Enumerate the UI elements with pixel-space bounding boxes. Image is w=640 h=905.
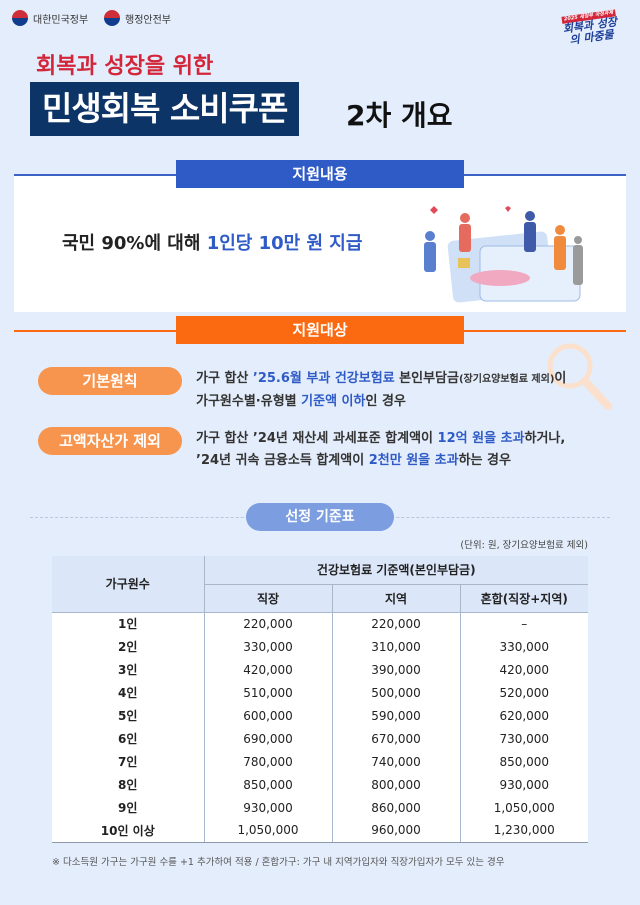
- basic-principle-badge: 기본원칙: [38, 367, 182, 395]
- footnote: ※ 다소득원 가구는 가구원 수를 +1 추가하여 적용 / 혼합가구: 가구 …: [52, 857, 505, 868]
- col-mixed: 혼합(직장+지역): [459, 583, 588, 612]
- table-row: 5인 600,000 590,000 620,000: [52, 704, 588, 727]
- table-cell: 330,000: [203, 635, 332, 658]
- korea-government-logo: 대한민국정부: [12, 10, 88, 26]
- col-household: 가구원수: [52, 556, 204, 612]
- asset-exclusion-text: 가구 합산 ’24년 재산세 과세표준 합계액이 12억 원을 초과하거나, ’…: [196, 431, 566, 468]
- table-cell: 500,000: [331, 681, 460, 704]
- table-cell: 930,000: [203, 796, 332, 819]
- table-cell: 730,000: [459, 727, 588, 750]
- selection-heading: 선정 기준표: [246, 503, 394, 531]
- target-heading: 지원대상: [176, 316, 464, 344]
- table-cell: 5인: [52, 704, 204, 727]
- table-cell: 7인: [52, 750, 204, 773]
- table-cell: 310,000: [331, 635, 460, 658]
- taegeuk-icon: [12, 10, 28, 26]
- table-cell: 930,000: [459, 773, 588, 796]
- table-cell: 9인: [52, 796, 204, 819]
- table-cell: 1,050,000: [459, 796, 588, 819]
- table-cell: 670,000: [331, 727, 460, 750]
- table-row: 9인 930,000 860,000 1,050,000: [52, 796, 588, 819]
- ministry-logo: 행정안전부: [104, 10, 171, 26]
- table-cell: 850,000: [459, 750, 588, 773]
- table-cell: 1인: [52, 611, 204, 635]
- title-suffix: 2차 개요: [346, 99, 453, 132]
- table-cell: 590,000: [331, 704, 460, 727]
- table-cell: 220,000: [331, 611, 460, 635]
- table-cell: 220,000: [203, 611, 332, 635]
- table-cell: 510,000: [203, 681, 332, 704]
- unit-note: (단위: 원, 장기요양보험료 제외): [460, 540, 588, 551]
- col-regional: 지역: [331, 583, 460, 612]
- table-row: 1인 220,000 220,000–: [52, 611, 588, 635]
- table-cell: 780,000: [203, 750, 332, 773]
- table-cell: 390,000: [331, 658, 460, 681]
- table-cell: 330,000: [459, 635, 588, 658]
- table-row: 3인 420,000 390,000 420,000: [52, 658, 588, 681]
- page-title: 민생회복 소비쿠폰: [30, 82, 300, 136]
- table-cell: 2인: [52, 635, 204, 658]
- table-cell: 420,000: [459, 658, 588, 681]
- table-cell: 960,000: [331, 819, 460, 843]
- taegeuk-icon: [104, 10, 120, 26]
- table-cell: 850,000: [203, 773, 332, 796]
- table-cell: 10인 이상: [52, 819, 204, 843]
- subtitle: 회복과 성장을 위한: [36, 54, 214, 79]
- criteria-table: 가구원수 건강보험료 기준액(본인부담금) 직장 지역 혼합(직장+지역) 1인 220…: [52, 556, 588, 843]
- table-cell: 8인: [52, 773, 204, 796]
- table-cell: 860,000: [331, 796, 460, 819]
- table-row: 6인 690,000 670,000 730,000: [52, 727, 588, 750]
- table-row: 4인 510,000 500,000 520,000: [52, 681, 588, 704]
- table-cell: 800,000: [331, 773, 460, 796]
- table-row: 7인 780,000 740,000 850,000: [52, 750, 588, 773]
- magnifier-icon: [547, 343, 612, 410]
- support-heading: 지원내용: [176, 160, 464, 188]
- table-row: 8인 850,000 800,000 930,000: [52, 773, 588, 796]
- table-cell: 4인: [52, 681, 204, 704]
- basic-principle-text: 가구 합산 ’25.6월 부과 건강보험료 본인부담금(장기요양보험료 제외)이…: [196, 371, 567, 409]
- table-cell: 520,000: [459, 681, 588, 704]
- campaign-logo: 2025 새정부 국정과제 회복과 성장의 마중물: [561, 9, 618, 47]
- table-cell: 620,000: [459, 704, 588, 727]
- support-lead: 국민 90%에 대해 1인당 10만 원 지급: [62, 233, 363, 254]
- col-group: 건강보험료 기준액(본인부담금): [203, 556, 588, 584]
- table-cell: 600,000: [203, 704, 332, 727]
- table-cell: 3인: [52, 658, 204, 681]
- col-workplace: 직장: [203, 583, 332, 612]
- table-cell: 690,000: [203, 727, 332, 750]
- table-cell: 740,000: [331, 750, 460, 773]
- asset-exclusion-badge: 고액자산가 제외: [38, 427, 182, 455]
- people-coupon-illustration: [424, 206, 583, 303]
- table-row: 10인 이상 1,050,000 960,000 1,230,000: [52, 819, 588, 843]
- table-cell: 1,050,000: [203, 819, 332, 843]
- table-cell: –: [459, 611, 588, 635]
- table-cell: 6인: [52, 727, 204, 750]
- table-cell: 1,230,000: [459, 819, 588, 843]
- table-cell: 420,000: [203, 658, 332, 681]
- table-row: 2인 330,000 310,000 330,000: [52, 635, 588, 658]
